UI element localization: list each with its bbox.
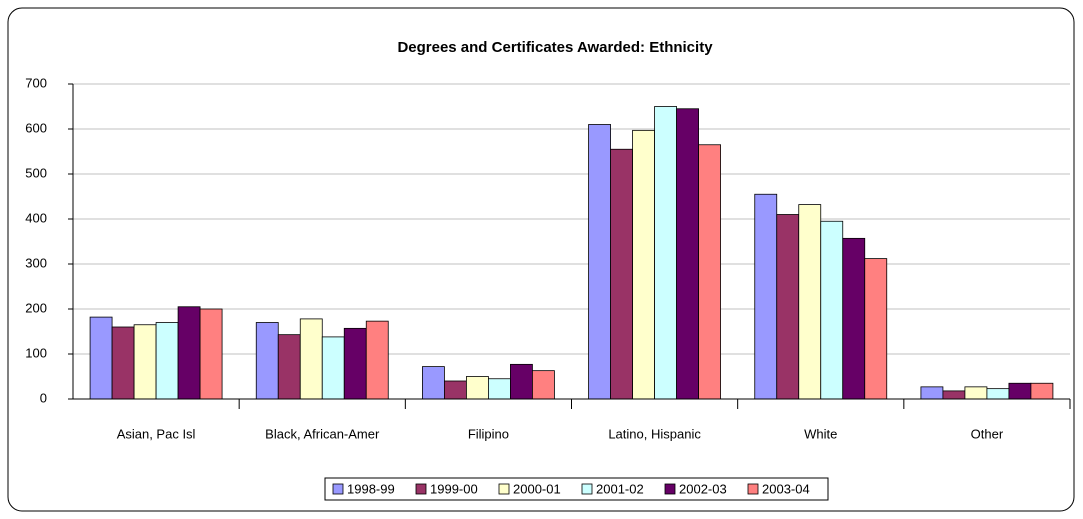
bar — [444, 380, 467, 400]
chart-title: Degrees and Certificates Awarded: Ethnic… — [397, 39, 713, 56]
legend-label: 2001-02 — [596, 481, 644, 496]
bar — [654, 106, 677, 400]
x-tick-label: Black, African-Amer — [265, 426, 380, 441]
bar — [422, 366, 445, 400]
bar — [632, 129, 655, 400]
bar — [488, 378, 511, 400]
bar — [754, 193, 778, 400]
bar — [864, 258, 888, 400]
legend-swatch — [498, 483, 510, 495]
bar — [776, 214, 800, 400]
bar — [532, 370, 555, 400]
bar — [277, 334, 301, 400]
bar — [343, 327, 367, 400]
y-tick-label: 500 — [25, 165, 47, 180]
bar — [299, 318, 323, 400]
bar — [466, 376, 489, 400]
x-tick-label: Asian, Pac Isl — [117, 426, 196, 441]
legend-label: 2003-04 — [762, 481, 810, 496]
bar — [942, 390, 966, 400]
y-tick-label: 300 — [25, 255, 47, 270]
legend-label: 2000-01 — [513, 481, 561, 496]
x-tick-label: White — [804, 426, 837, 441]
bar — [698, 144, 721, 400]
bar — [365, 320, 389, 400]
bar — [321, 336, 345, 400]
x-tick-label: Filipino — [468, 426, 509, 441]
legend-label: 1998-99 — [347, 481, 395, 496]
legend-swatch — [332, 483, 344, 495]
y-tick-label: 200 — [25, 300, 47, 315]
bar — [1030, 382, 1054, 400]
legend-swatch — [664, 483, 676, 495]
bar — [588, 124, 611, 400]
bar — [610, 148, 633, 400]
bar — [986, 388, 1010, 400]
legend-swatch — [581, 483, 593, 495]
y-tick-label: 100 — [25, 345, 47, 360]
y-tick-label: 700 — [25, 75, 47, 90]
y-tick-label: 0 — [40, 390, 47, 405]
bar — [111, 326, 135, 400]
y-tick-label: 600 — [25, 120, 47, 135]
bar — [1008, 382, 1032, 400]
bar — [155, 322, 179, 400]
y-tick-label: 400 — [25, 210, 47, 225]
bar — [842, 237, 866, 400]
legend-swatch — [747, 483, 759, 495]
bar — [920, 386, 944, 400]
bar — [133, 324, 157, 400]
legend-box — [324, 477, 829, 501]
bar — [676, 108, 699, 400]
bar — [89, 316, 113, 400]
bar — [199, 308, 223, 400]
x-tick-label: Latino, Hispanic — [608, 426, 701, 441]
bar — [820, 220, 844, 400]
x-tick-label: Other — [971, 426, 1004, 441]
bar — [964, 386, 988, 400]
bar — [177, 306, 201, 400]
bar — [798, 204, 822, 400]
legend-swatch — [415, 483, 427, 495]
legend-label: 1999-00 — [430, 481, 478, 496]
legend-label: 2002-03 — [679, 481, 727, 496]
bar — [255, 322, 279, 400]
bar — [510, 363, 533, 400]
